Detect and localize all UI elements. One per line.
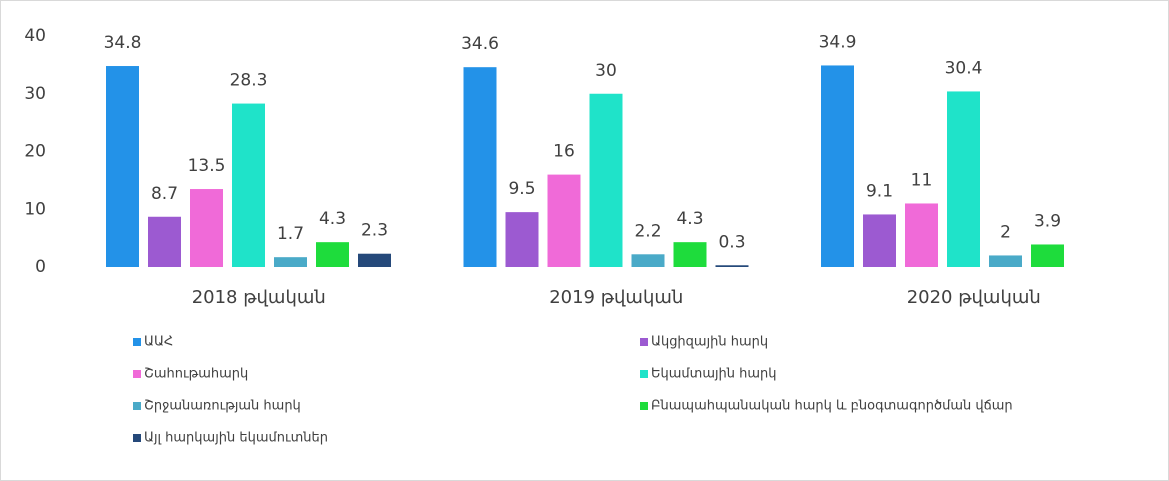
value-label: 2.2	[634, 221, 661, 241]
bar	[463, 67, 497, 267]
value-label: 13.5	[188, 156, 226, 176]
legend-swatch	[133, 338, 141, 346]
value-label: 28.3	[230, 71, 268, 91]
value-label: 3.9	[1034, 211, 1061, 231]
value-label: 4.3	[319, 209, 346, 229]
legend-swatch	[133, 370, 141, 378]
legend-swatch	[133, 402, 141, 410]
value-label: 34.9	[819, 32, 857, 52]
legend-swatch	[640, 402, 648, 410]
x-tick-label: 2020 թվական	[907, 287, 1041, 308]
legend-label: ԱԱՀ	[144, 335, 173, 350]
y-tick-label: 20	[24, 142, 46, 162]
value-label: 4.3	[676, 209, 703, 229]
value-label: 2.3	[361, 221, 388, 241]
bar	[106, 66, 139, 267]
value-label: 2	[1000, 222, 1011, 242]
value-label: 0.3	[718, 232, 745, 252]
bar	[232, 103, 265, 267]
legend-swatch	[640, 338, 648, 346]
value-label: 16	[553, 142, 575, 162]
bar	[1031, 244, 1064, 267]
value-label: 34.6	[461, 34, 499, 54]
bar	[989, 255, 1022, 267]
bar	[821, 65, 854, 267]
value-label: 8.7	[151, 184, 178, 204]
y-tick-label: 40	[24, 26, 46, 46]
y-tick-label: 30	[24, 84, 46, 104]
legend-label: Բնապահպանական հարկ և բնօգտագործման վճար	[651, 399, 1013, 414]
x-tick-label: 2019 թվական	[549, 287, 683, 308]
bar	[631, 254, 665, 267]
value-label: 30.4	[945, 58, 983, 78]
legend-label: Ակցիզային հարկ	[651, 335, 768, 350]
x-tick-label: 2018 թվական	[192, 287, 326, 308]
value-label: 9.1	[866, 181, 893, 201]
bar	[358, 253, 391, 267]
bar	[905, 203, 938, 267]
legend-label: Շահութահարկ	[144, 367, 248, 382]
bar	[148, 216, 181, 267]
bar	[589, 93, 623, 267]
legend-swatch	[640, 370, 648, 378]
value-label: 11	[911, 170, 933, 190]
legend-label: Եկամտային հարկ	[651, 367, 777, 382]
legend-label: Այլ հարկային եկամուտներ	[144, 431, 328, 446]
value-label: 34.8	[104, 33, 142, 53]
bar	[715, 265, 749, 267]
bar	[547, 174, 581, 267]
bar	[316, 242, 349, 267]
value-label: 30	[595, 61, 617, 81]
legend-label: Շրջանառության հարկ	[144, 399, 301, 414]
bar	[190, 189, 223, 267]
bar	[673, 242, 707, 267]
bar	[947, 91, 980, 267]
bar	[274, 257, 307, 267]
legend-swatch	[133, 434, 141, 442]
value-label: 1.7	[277, 224, 304, 244]
y-tick-label: 10	[24, 199, 46, 219]
y-tick-label: 0	[35, 257, 46, 277]
bar	[863, 214, 896, 267]
bar	[505, 212, 539, 267]
value-label: 9.5	[508, 179, 535, 199]
